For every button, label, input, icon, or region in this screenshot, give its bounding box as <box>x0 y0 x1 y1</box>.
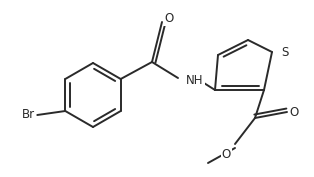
Text: O: O <box>289 105 298 118</box>
Text: Br: Br <box>22 109 35 121</box>
Text: S: S <box>281 45 288 59</box>
Text: NH: NH <box>186 73 203 87</box>
Text: O: O <box>164 12 173 24</box>
Text: O: O <box>222 148 231 161</box>
